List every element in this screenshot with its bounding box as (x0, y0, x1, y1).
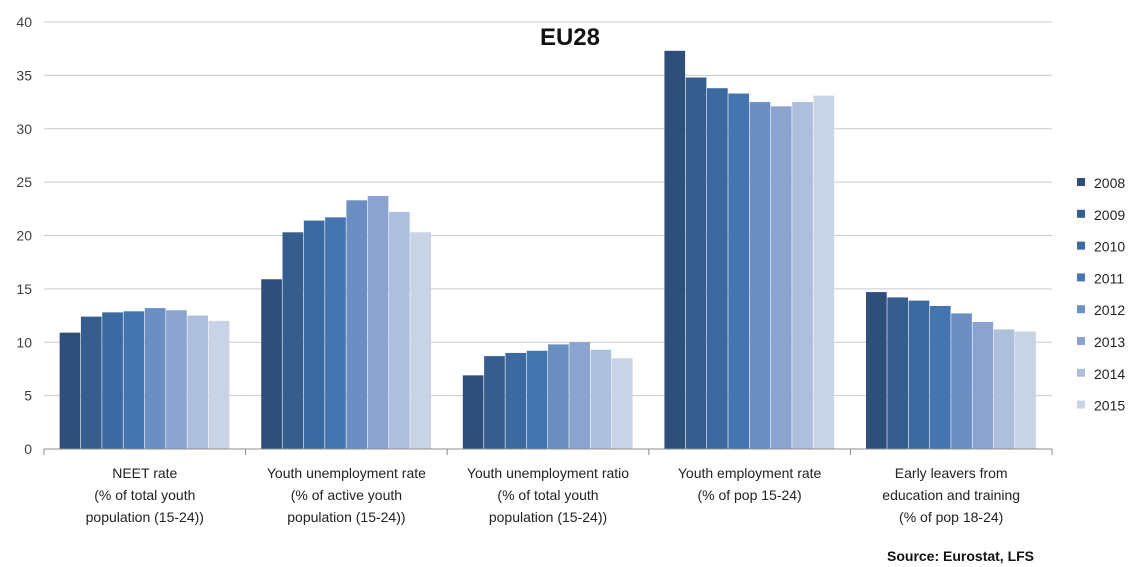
bar-2012 (749, 102, 771, 449)
x-category-label: (% of total youth (94, 487, 195, 503)
bar-2014 (993, 329, 1015, 449)
bar-2014 (187, 315, 209, 449)
y-tick-label: 0 (24, 441, 32, 457)
x-axis: NEET rate (% of total youth population (15… (43, 448, 1053, 525)
legend-label: 2012 (1094, 302, 1125, 318)
bar-2012 (144, 308, 166, 449)
y-tick-label: 35 (16, 67, 32, 83)
legend-swatch (1077, 209, 1085, 218)
x-category-label: population (15-24)) (489, 509, 607, 525)
bar-2015 (410, 232, 431, 449)
bar-2009 (685, 77, 707, 449)
bar-2013 (569, 342, 590, 449)
y-tick-label: 25 (16, 174, 32, 190)
bar-2011 (123, 311, 145, 449)
legend-swatch (1077, 241, 1085, 250)
x-category-label: education and training (882, 487, 1020, 503)
x-category-label: (% of total youth (497, 487, 598, 503)
x-category-label: (% of active youth (291, 487, 402, 503)
x-category-label: Early leavers from (895, 465, 1008, 481)
legend-label: 2014 (1094, 366, 1125, 382)
y-axis: 0 5 10 15 20 25 30 35 40 (16, 14, 32, 457)
bar-2008 (59, 332, 81, 449)
bar-2010 (908, 300, 930, 449)
y-tick-label: 5 (24, 388, 32, 404)
bar-2014 (792, 102, 813, 449)
bar-2011 (325, 217, 346, 449)
legend-swatch (1077, 305, 1085, 314)
bar-2013 (770, 106, 792, 449)
bar-2011 (728, 93, 749, 450)
legend-label: 2008 (1094, 175, 1125, 191)
x-category-label: Youth employment rate (678, 465, 822, 481)
bar-2009 (282, 232, 304, 449)
x-category-label: Youth unemployment rate (267, 465, 426, 481)
bar-2010 (102, 312, 123, 449)
bar-2010 (303, 220, 325, 449)
bar-2008 (462, 375, 484, 449)
y-tick-label: 40 (16, 14, 32, 30)
bar-2015 (1015, 331, 1036, 449)
bar-2009 (484, 356, 505, 449)
bar-2008 (866, 292, 887, 449)
bar-2012 (548, 344, 569, 449)
bar-2008 (664, 50, 686, 449)
x-category-label: (% of pop 15-24) (697, 487, 801, 503)
bar-2010 (707, 88, 728, 449)
y-tick-label: 20 (16, 228, 32, 244)
chart-title: EU28 (540, 24, 600, 51)
legend-swatch (1077, 337, 1085, 345)
bar-2012 (951, 313, 972, 449)
bar-2015 (611, 358, 633, 449)
x-category-label: NEET rate (112, 465, 177, 481)
legend-swatch (1077, 368, 1085, 377)
legend-label: 2009 (1094, 207, 1125, 223)
bar-2013 (367, 196, 389, 449)
bar-2015 (813, 95, 835, 449)
legend-label: 2010 (1094, 239, 1125, 255)
bar-2011 (526, 350, 548, 449)
legend-swatch (1077, 273, 1085, 282)
bars (59, 50, 1036, 450)
y-tick-label: 10 (16, 334, 32, 350)
bar-2013 (166, 310, 187, 449)
x-category-label: population (15-24)) (287, 509, 405, 525)
legend: 2008 2009 2010 2011 2012 2013 2014 2015 (1077, 175, 1125, 414)
bar-2008 (261, 279, 282, 449)
y-tick-label: 15 (16, 281, 32, 297)
legend-swatch (1077, 178, 1085, 186)
bar-2014 (388, 212, 410, 449)
legend-label: 2013 (1094, 334, 1125, 350)
bar-2014 (590, 349, 612, 449)
source-note: Source: Eurostat, LFS (887, 548, 1035, 564)
bar-2015 (208, 320, 230, 449)
bar-2013 (972, 321, 994, 449)
x-category-label: Youth unemployment ratio (467, 465, 629, 481)
bar-2009 (80, 316, 102, 449)
x-category-label: population (15-24)) (86, 509, 204, 525)
legend-swatch (1077, 400, 1085, 409)
bar-2009 (887, 297, 909, 449)
bar-2012 (346, 200, 368, 449)
bar-2010 (505, 352, 527, 449)
y-tick-label: 30 (16, 121, 32, 137)
x-category-label: (% of pop 18-24) (899, 509, 1003, 525)
legend-label: 2015 (1094, 398, 1125, 414)
legend-label: 2011 (1094, 270, 1124, 286)
bar-2011 (929, 305, 951, 449)
